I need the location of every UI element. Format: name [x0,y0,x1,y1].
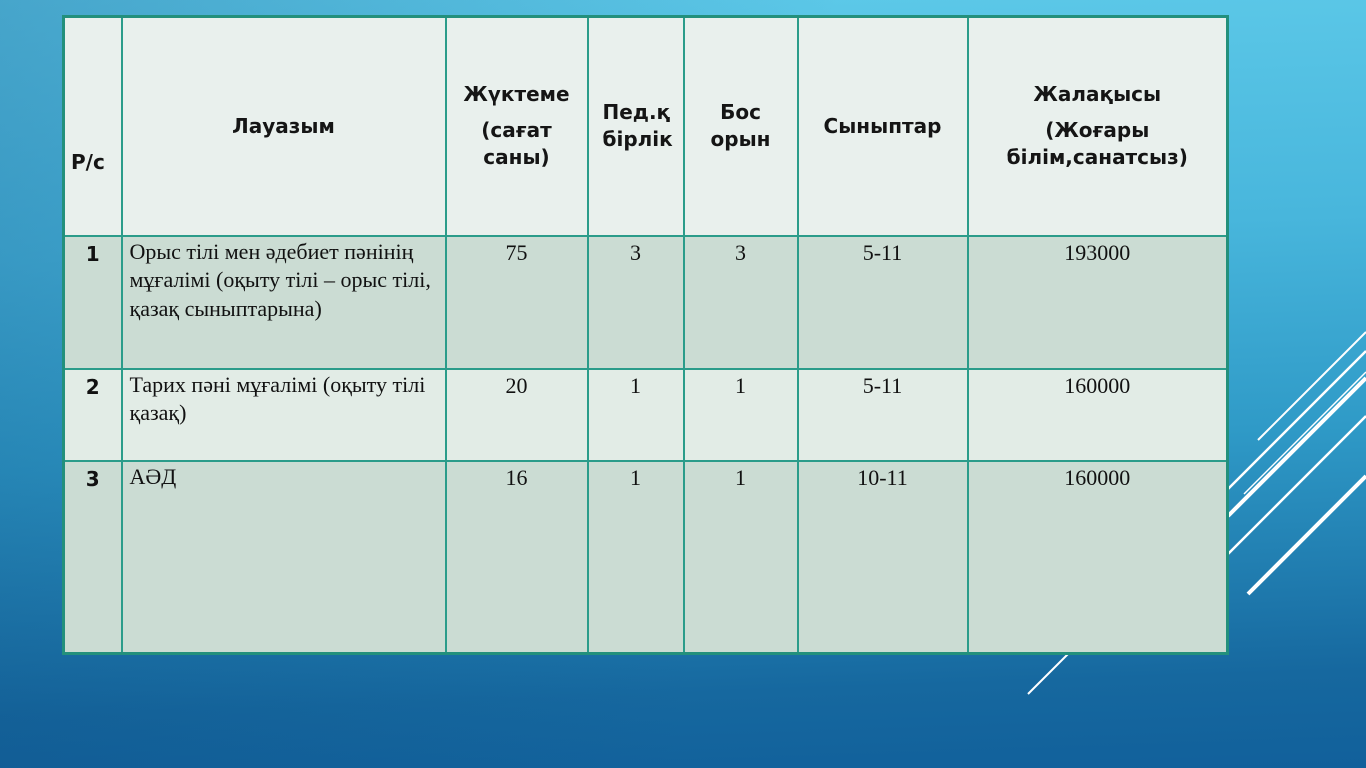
header-cell-position: Лауазым [120,15,447,237]
header-cell-grades: Сыныптар [796,15,969,237]
table-row: 1 Орыс тілі мен әдебиет пәнінің мұғалімі… [62,234,1229,370]
row-number-cell: 1 [62,234,123,370]
header-label: (сағат саны) [481,118,552,170]
diagonal-line [1226,376,1366,518]
ped-units-cell: 3 [586,234,685,370]
vacancies-table: Р/с Лауазым Жүктеме (сағат саны) Пед.қ б… [62,15,1229,655]
header-label: Сыныптар [823,113,942,138]
diagonal-line [1246,474,1366,596]
header-label: Жүктеме [463,82,570,107]
load-cell: 20 [444,367,589,462]
position-cell: Тарих пәні мұғалімі (оқыту тілі қазақ) [120,367,447,462]
header-row: Р/с Лауазым Жүктеме (сағат саны) Пед.қ б… [62,15,1229,237]
position-cell: АӘД [120,459,447,655]
grades-cell: 10-11 [796,459,969,655]
row-number-cell: 3 [62,459,123,655]
row-number-cell: 2 [62,367,123,462]
header-cell-ped-units: Пед.қ бірлік [586,15,685,237]
salary-cell: 160000 [966,367,1229,462]
position-cell: Орыс тілі мен әдебиет пәнінің мұғалімі (… [120,234,447,370]
grades-cell: 5-11 [796,367,969,462]
diagonal-line [1227,350,1366,490]
header-label: Лауазым [232,113,335,138]
header-label: Бос орын [710,100,771,152]
header-cell-salary: Жалақысы (Жоғары білім,санатсыз) [966,15,1229,237]
ped-units-cell: 1 [586,459,685,655]
vacancy-cell: 1 [682,459,799,655]
vacancy-cell: 3 [682,234,799,370]
table-row: 3 АӘД 16 1 1 10-11 160000 [62,459,1229,655]
vacancy-cell: 1 [682,367,799,462]
grades-cell: 5-11 [796,234,969,370]
diagonal-line [1223,415,1366,559]
ped-units-cell: 1 [586,367,685,462]
load-cell: 16 [444,459,589,655]
header-cell-vacancy: Бос орын [682,15,799,237]
salary-cell: 193000 [966,234,1229,370]
salary-cell: 160000 [966,459,1229,655]
load-cell: 75 [444,234,589,370]
header-cell-number: Р/с [62,15,123,237]
diagonal-line [1243,371,1366,495]
header-label: Пед.қ бірлік [602,100,673,152]
header-cell-load: Жүктеме (сағат саны) [444,15,589,237]
diagonal-line [1257,331,1366,441]
header-label: (Жоғары білім,санатсыз) [1006,118,1188,170]
header-label: Жалақысы [1033,82,1162,107]
table-row: 2 Тарих пәні мұғалімі (оқыту тілі қазақ)… [62,367,1229,462]
header-label: Р/с [71,149,105,174]
